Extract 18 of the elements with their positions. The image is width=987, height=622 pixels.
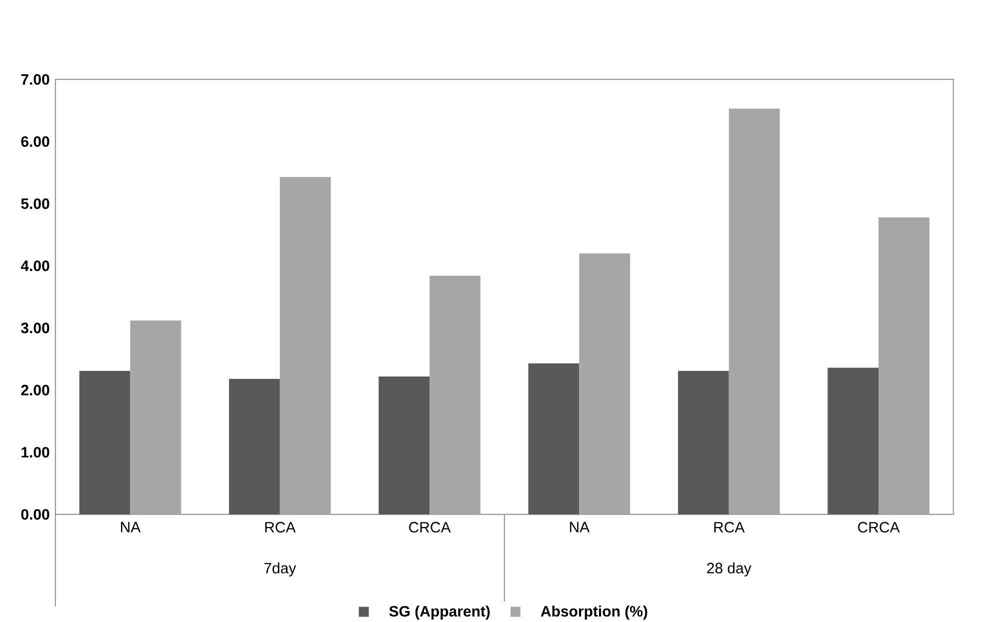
x-tick-label: RCA xyxy=(714,522,745,533)
x-tick-label: NA xyxy=(570,522,590,532)
x-tick-label: CRCA xyxy=(409,522,451,533)
x-tick-label: CRCA xyxy=(858,522,900,533)
legend-label: Absorption (%) xyxy=(540,606,648,620)
y-tick-label: 1.00 xyxy=(22,446,50,458)
y-tick-label: 2.00 xyxy=(21,384,50,396)
x-tick-label: NA xyxy=(121,522,141,532)
legend-label: SG (Apparent) xyxy=(389,606,490,620)
y-tick-label: 3.00 xyxy=(21,322,50,334)
y-tick-label: 5.00 xyxy=(21,198,50,210)
x-tick-label: RCA xyxy=(265,522,296,533)
y-tick-label: 4.00 xyxy=(20,260,50,272)
y-tick-label: 6.00 xyxy=(21,136,50,147)
y-tick-label: 7.00 xyxy=(21,74,50,85)
y-tick-label: 0.00 xyxy=(21,509,50,520)
text: 28 day xyxy=(707,562,752,576)
text: 7day xyxy=(264,562,296,576)
